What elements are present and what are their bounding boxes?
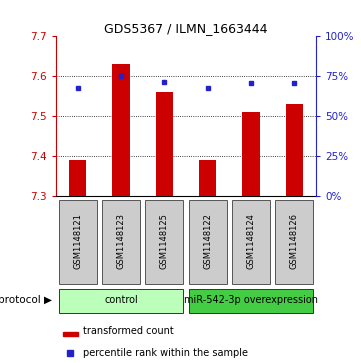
- Bar: [188, 289, 313, 313]
- Bar: [199, 160, 216, 196]
- Text: GSM1148122: GSM1148122: [203, 213, 212, 269]
- Text: control: control: [104, 295, 138, 305]
- Text: transformed count: transformed count: [83, 326, 174, 336]
- Bar: [156, 92, 173, 196]
- Text: GSM1148124: GSM1148124: [247, 213, 255, 269]
- Bar: [69, 160, 86, 196]
- Text: GSM1148126: GSM1148126: [290, 213, 299, 269]
- Bar: [275, 200, 313, 284]
- Bar: [232, 200, 270, 284]
- Bar: [58, 289, 183, 313]
- Text: percentile rank within the sample: percentile rank within the sample: [83, 348, 248, 358]
- Bar: [112, 64, 130, 196]
- Bar: [102, 200, 140, 284]
- Bar: [286, 104, 303, 196]
- Bar: [242, 112, 260, 196]
- Title: GDS5367 / ILMN_1663444: GDS5367 / ILMN_1663444: [104, 22, 268, 35]
- Text: GSM1148121: GSM1148121: [73, 213, 82, 269]
- Text: GSM1148125: GSM1148125: [160, 213, 169, 269]
- Bar: [63, 332, 78, 336]
- Text: protocol ▶: protocol ▶: [0, 295, 52, 305]
- Bar: [58, 200, 97, 284]
- Text: GSM1148123: GSM1148123: [117, 213, 125, 269]
- Bar: [145, 200, 183, 284]
- Text: miR-542-3p overexpression: miR-542-3p overexpression: [184, 295, 318, 305]
- Bar: [188, 200, 227, 284]
